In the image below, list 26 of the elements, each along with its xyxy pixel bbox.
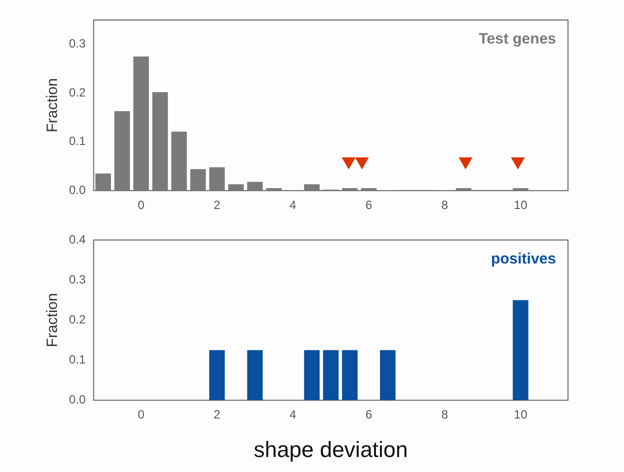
x-tick-label: 6 xyxy=(365,198,372,212)
y-tick-label: 0.1 xyxy=(68,134,86,148)
y-tick-label: 0.4 xyxy=(68,232,86,246)
x-tick-label: 0 xyxy=(138,408,145,422)
y-tick-label: 0.0 xyxy=(68,182,86,197)
x-tick-label: 8 xyxy=(441,198,448,212)
y-tick-label: 0.2 xyxy=(68,312,86,326)
x-tick-label: 8 xyxy=(441,408,448,422)
x-tick-label: 2 xyxy=(214,408,221,422)
x-tick-label: 10 xyxy=(514,408,528,422)
x-tick-label: 4 xyxy=(290,198,297,212)
y-axis-title: Fraction xyxy=(44,293,62,348)
x-tick-label: 4 xyxy=(290,408,297,422)
y-tick-label: 0.3 xyxy=(68,36,86,51)
y-tick-label: 0.0 xyxy=(68,392,86,407)
y-tick-label: 0.2 xyxy=(68,85,86,100)
x-tick-label: 2 xyxy=(214,198,221,212)
x-tick-label: 0 xyxy=(138,198,145,212)
text: Test genes xyxy=(478,30,556,48)
x-axis-title: shape deviation xyxy=(254,436,408,462)
y-tick-label: 0.3 xyxy=(68,272,86,286)
x-tick-label: 10 xyxy=(514,198,528,212)
text: positives xyxy=(490,250,556,268)
y-tick-label: 0.1 xyxy=(68,352,86,366)
y-axis-title: Fraction xyxy=(44,78,62,132)
x-tick-label: 6 xyxy=(365,408,372,422)
